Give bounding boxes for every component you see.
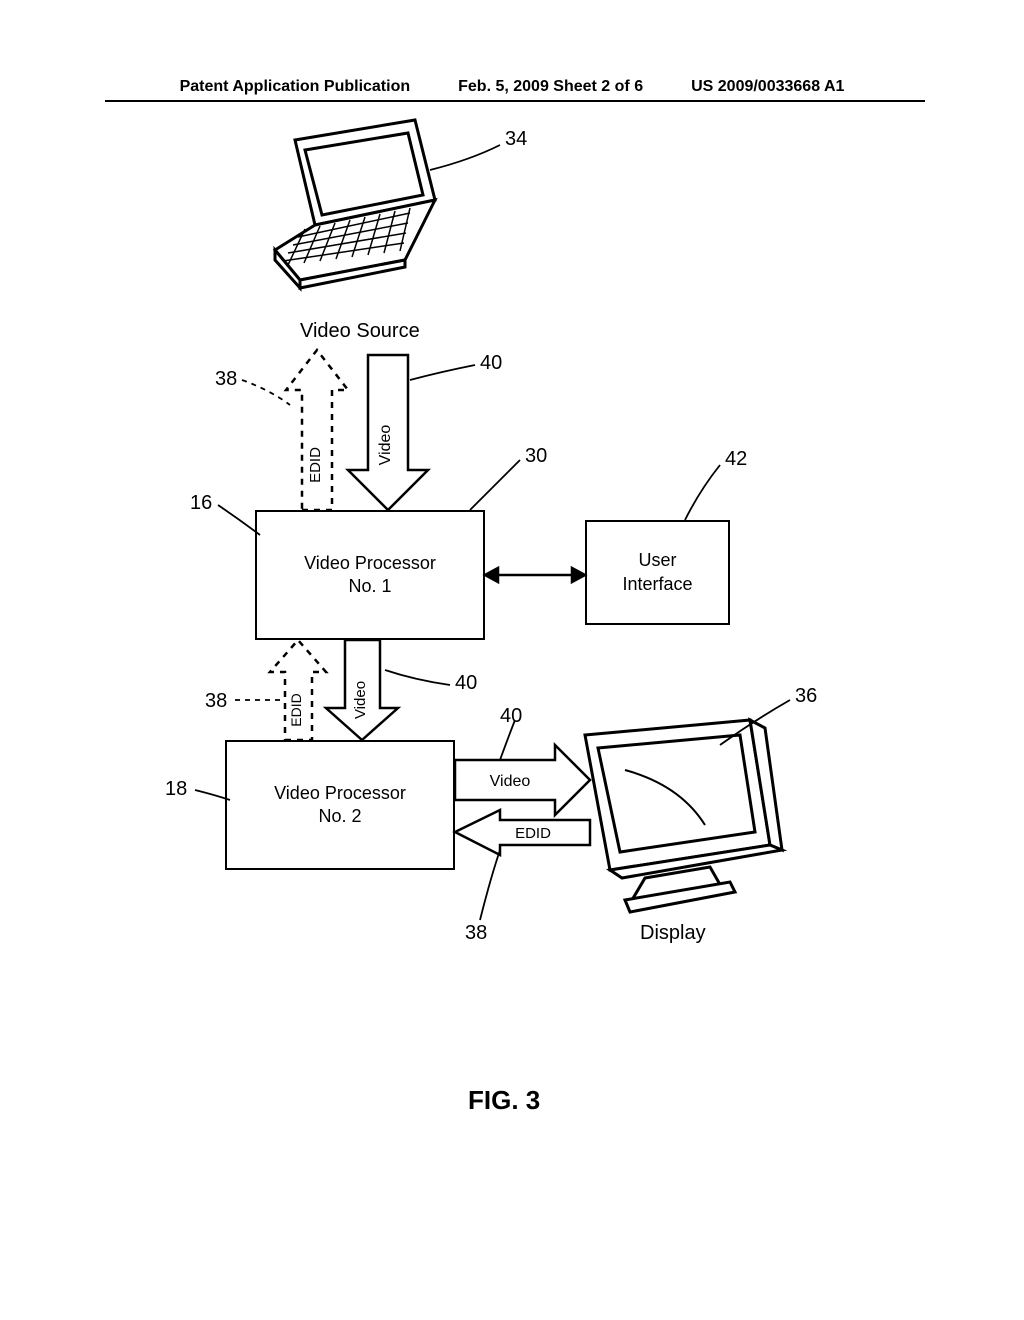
ref-36: 36	[795, 685, 817, 708]
video-processor-1-label: Video Processor No. 1	[304, 552, 436, 599]
ref-40-c: 40	[500, 705, 522, 728]
arrow-edid-3-label: EDID	[515, 825, 551, 842]
ref-40-a: 40	[480, 352, 502, 375]
ref-18: 18	[165, 778, 187, 801]
arrow-edid-1-label: EDID	[307, 447, 324, 483]
vp1-line2: No. 1	[348, 576, 391, 596]
diagram-svg: Video EDID Video EDID Video EDID	[0, 0, 1024, 1320]
ref-38-a: 38	[215, 368, 237, 391]
ref-40-b: 40	[455, 672, 477, 695]
arrow-edid-vp1-to-source: EDID	[286, 350, 348, 510]
arrow-video-source-to-vp1: Video	[348, 355, 428, 510]
ui-line1: User	[638, 550, 676, 570]
ref-42: 42	[725, 448, 747, 471]
vp2-line2: No. 2	[318, 806, 361, 826]
ref-16: 16	[190, 492, 212, 515]
arrow-video-vp2-to-display: Video	[455, 745, 590, 815]
arrow-edid-vp2-to-vp1: EDID	[270, 640, 326, 740]
arrow-video-vp1-to-vp2: Video	[326, 640, 398, 740]
ref-34: 34	[505, 128, 527, 151]
arrow-vp1-ui	[485, 568, 585, 582]
ui-line2: Interface	[622, 574, 692, 594]
arrow-video-1-label: Video	[377, 425, 394, 466]
figure-3-diagram: Video Processor No. 1 Video Processor No…	[0, 0, 1024, 1320]
arrow-video-3-label: Video	[490, 773, 531, 790]
laptop-icon	[275, 120, 435, 288]
arrow-video-2-label: Video	[352, 681, 369, 719]
vp1-line1: Video Processor	[304, 553, 436, 573]
video-processor-2-label: Video Processor No. 2	[274, 782, 406, 829]
user-interface-label: User Interface	[622, 549, 692, 596]
ref-38-c: 38	[465, 922, 487, 945]
arrow-edid-2-label: EDID	[288, 693, 304, 726]
video-processor-2-box: Video Processor No. 2	[225, 740, 455, 870]
figure-label: FIG. 3	[468, 1085, 540, 1116]
video-processor-1-box: Video Processor No. 1	[255, 510, 485, 640]
monitor-icon	[585, 720, 782, 912]
ref-30: 30	[525, 445, 547, 468]
display-label: Display	[640, 922, 706, 945]
ref-38-b: 38	[205, 690, 227, 713]
video-source-label: Video Source	[300, 320, 420, 343]
vp2-line1: Video Processor	[274, 783, 406, 803]
arrow-edid-display-to-vp2: EDID	[455, 810, 590, 855]
user-interface-box: User Interface	[585, 520, 730, 625]
